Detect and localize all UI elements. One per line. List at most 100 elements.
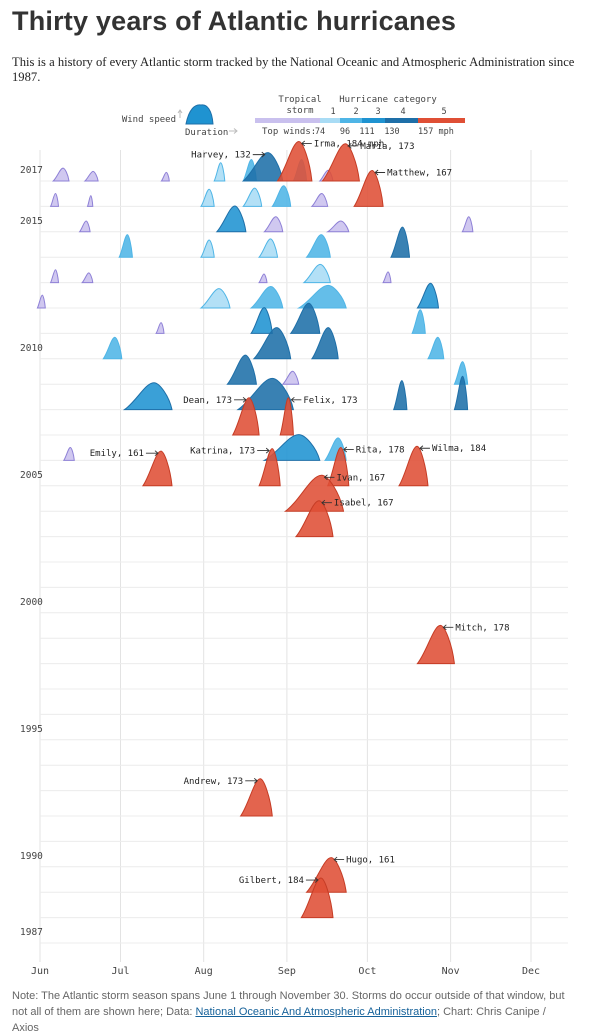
storm-wilma[interactable] [398, 445, 429, 487]
storm-2013-1[interactable] [81, 272, 94, 284]
storm-irma[interactable] [276, 140, 313, 182]
legend-tropical-storm-line-1: Tropical [278, 95, 321, 105]
legend-wind-speed-label: Wind speed [122, 115, 176, 125]
storm-2009-1[interactable] [281, 370, 300, 385]
legend-tropical-storm-label: Tropical storm [278, 95, 321, 116]
x-tick-jun: Jun [31, 966, 49, 977]
legend-top-winds-label: Top winds: [262, 127, 316, 137]
storm-2015-1[interactable] [215, 205, 247, 233]
annotation-ivan: Ivan, 167 [336, 473, 385, 483]
storm-2010-2[interactable] [310, 327, 339, 360]
legend-threshold-4: 157 mph [418, 127, 454, 137]
storm-felix[interactable] [279, 397, 294, 436]
storm-2014-2[interactable] [258, 238, 279, 258]
storm-maria[interactable] [321, 143, 360, 182]
storm-2006-1[interactable] [262, 434, 321, 461]
storm-2013-0[interactable] [49, 269, 60, 284]
storm-2014-3[interactable] [305, 234, 331, 258]
storm-matthew[interactable] [353, 169, 384, 207]
storm-2011-0[interactable] [155, 322, 165, 334]
year-label-2005: 2005 [20, 470, 43, 481]
storm-2014-0[interactable] [118, 234, 133, 258]
annotation-arrow-gilbert [305, 877, 319, 883]
storm-2015-3[interactable] [325, 220, 350, 233]
x-tick-oct: Oct [358, 966, 376, 977]
legend-threshold-0: 74 [315, 127, 325, 137]
x-tick-aug: Aug [195, 966, 213, 977]
storm-2016-2[interactable] [200, 188, 215, 207]
storm-mitch[interactable] [416, 624, 455, 665]
storm-2016-1[interactable] [86, 195, 94, 207]
annotation-rita: Rita, 178 [356, 446, 405, 456]
storm-2012-3[interactable] [296, 284, 347, 309]
legend-swatch-cat-5 [418, 118, 465, 123]
storm-2014-1[interactable] [200, 239, 215, 258]
storm-2009-2[interactable] [453, 361, 469, 385]
storm-emily[interactable] [141, 450, 173, 487]
storm-2009-0[interactable] [226, 354, 257, 385]
year-label-1995: 1995 [20, 724, 43, 735]
annotation-maria: Maria, 173 [360, 142, 414, 152]
page-subtitle: This is a history of every Atlantic stor… [12, 55, 575, 84]
storm-2012-1[interactable] [199, 288, 231, 309]
legend-hurricane-category-label: Hurricane category [339, 95, 437, 105]
storm-2012-0[interactable] [36, 294, 46, 309]
storm-2016-3[interactable] [242, 187, 263, 207]
storm-2012-2[interactable] [249, 285, 284, 309]
storm-2011-2[interactable] [289, 302, 321, 334]
legend-category-1: 1 [330, 107, 335, 117]
annotation-harvey: Harvey, 132 [191, 151, 251, 161]
storm-2015-0[interactable] [78, 220, 91, 233]
storm-2011-3[interactable] [411, 309, 426, 334]
data-source-link[interactable]: National Oceanic And Atmospheric Adminis… [195, 1006, 437, 1018]
storm-2014-4[interactable] [390, 226, 411, 258]
storm-2013-4[interactable] [382, 271, 392, 284]
storm-2006-0[interactable] [62, 446, 75, 461]
storm-2015-4[interactable] [461, 216, 474, 233]
storm-2017-3[interactable] [213, 162, 226, 182]
page-title: Thirty years of Atlantic hurricanes [12, 6, 457, 36]
storm-2016-5[interactable] [310, 192, 329, 207]
year-label-2017: 2017 [20, 165, 43, 176]
storm-gilbert[interactable] [300, 877, 334, 919]
storm-2010-3[interactable] [427, 336, 445, 360]
storm-2016-0[interactable] [49, 192, 60, 207]
storm-andrew[interactable] [239, 778, 273, 817]
annotation-arrow-isabel [321, 499, 332, 506]
year-label-1987: 1987 [20, 927, 43, 938]
legend-threshold-2: 111 [359, 127, 374, 137]
year-label-2010: 2010 [20, 343, 43, 354]
storm-2016-4[interactable] [271, 185, 292, 207]
legend-category-2: 2 [353, 107, 358, 117]
storm-katrina[interactable] [258, 448, 281, 487]
storm-ivan[interactable] [283, 474, 345, 512]
annotation-arrow-harvey [252, 151, 266, 158]
year-label-1990: 1990 [20, 851, 43, 862]
legend-swatch-cat-3 [362, 118, 385, 123]
storm-2017-1[interactable] [83, 170, 99, 182]
storm-2013-2[interactable] [258, 273, 268, 284]
legend-category-3: 3 [375, 107, 380, 117]
storm-rita[interactable] [326, 447, 350, 487]
storm-2010-0[interactable] [102, 336, 123, 360]
storm-2008-3[interactable] [453, 375, 469, 411]
legend-category-5: 5 [441, 107, 446, 117]
storm-2008-0[interactable] [122, 382, 173, 411]
storm-2015-2[interactable] [263, 216, 284, 233]
storm-2017-0[interactable] [51, 167, 70, 182]
storm-2012-4[interactable] [416, 282, 440, 309]
annotation-matthew: Matthew, 167 [387, 168, 452, 178]
storm-2013-3[interactable] [302, 263, 331, 284]
storm-2010-1[interactable] [252, 327, 292, 360]
storm-2017-2[interactable] [160, 171, 170, 182]
annotation-arrow-mitch [442, 624, 454, 631]
legend-duration-arrow-icon [229, 128, 238, 134]
storm-2008-2[interactable] [392, 380, 408, 411]
storm-harvey[interactable] [241, 152, 284, 182]
storm-2011-1[interactable] [250, 307, 273, 334]
legend-wind-speed-arrow-icon [177, 109, 183, 118]
annotation-emily: Emily, 161 [90, 449, 144, 459]
storm-isabel[interactable] [294, 500, 334, 538]
annotation-arrow-matthew [374, 169, 386, 176]
storm-dean[interactable] [231, 397, 260, 436]
